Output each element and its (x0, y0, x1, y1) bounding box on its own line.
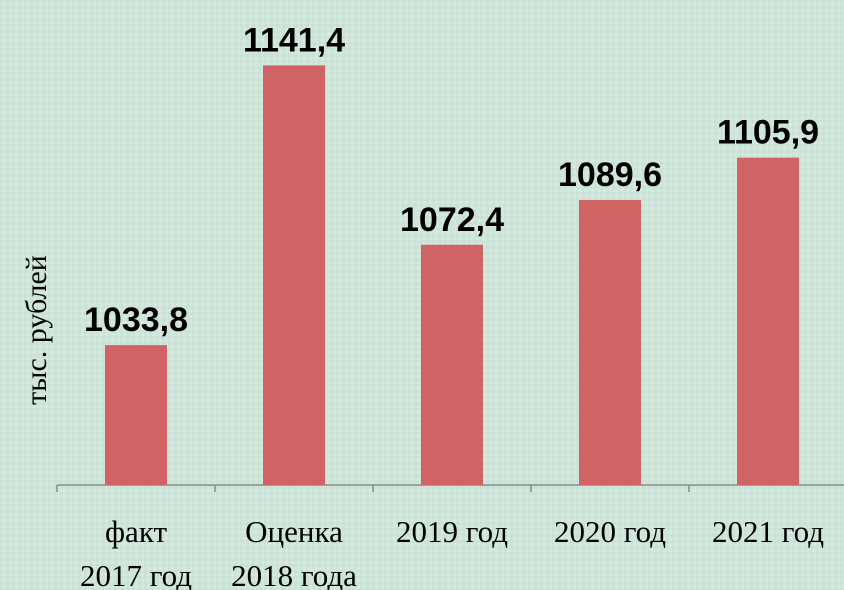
x-tick-label: 2018 года (231, 558, 357, 590)
x-tick-label: 2021 год (712, 514, 824, 549)
x-tick-label: Оценка (245, 514, 343, 549)
bar (421, 244, 483, 485)
value-label: 1089,6 (558, 156, 662, 194)
x-tick-label: факт (105, 514, 167, 549)
bar (263, 65, 325, 486)
bar (105, 345, 167, 485)
y-axis-label: тыс. рублей (20, 255, 53, 405)
x-tick-label: 2017 год (80, 558, 192, 590)
x-tick-label: 2020 год (554, 514, 666, 549)
value-label: 1033,8 (84, 301, 188, 339)
x-tick-label: 2019 год (396, 514, 508, 549)
value-label: 1105,9 (717, 114, 819, 152)
bar (737, 157, 799, 485)
bar (579, 200, 641, 486)
value-label: 1072,4 (400, 201, 504, 239)
value-label: 1141,4 (243, 21, 345, 59)
